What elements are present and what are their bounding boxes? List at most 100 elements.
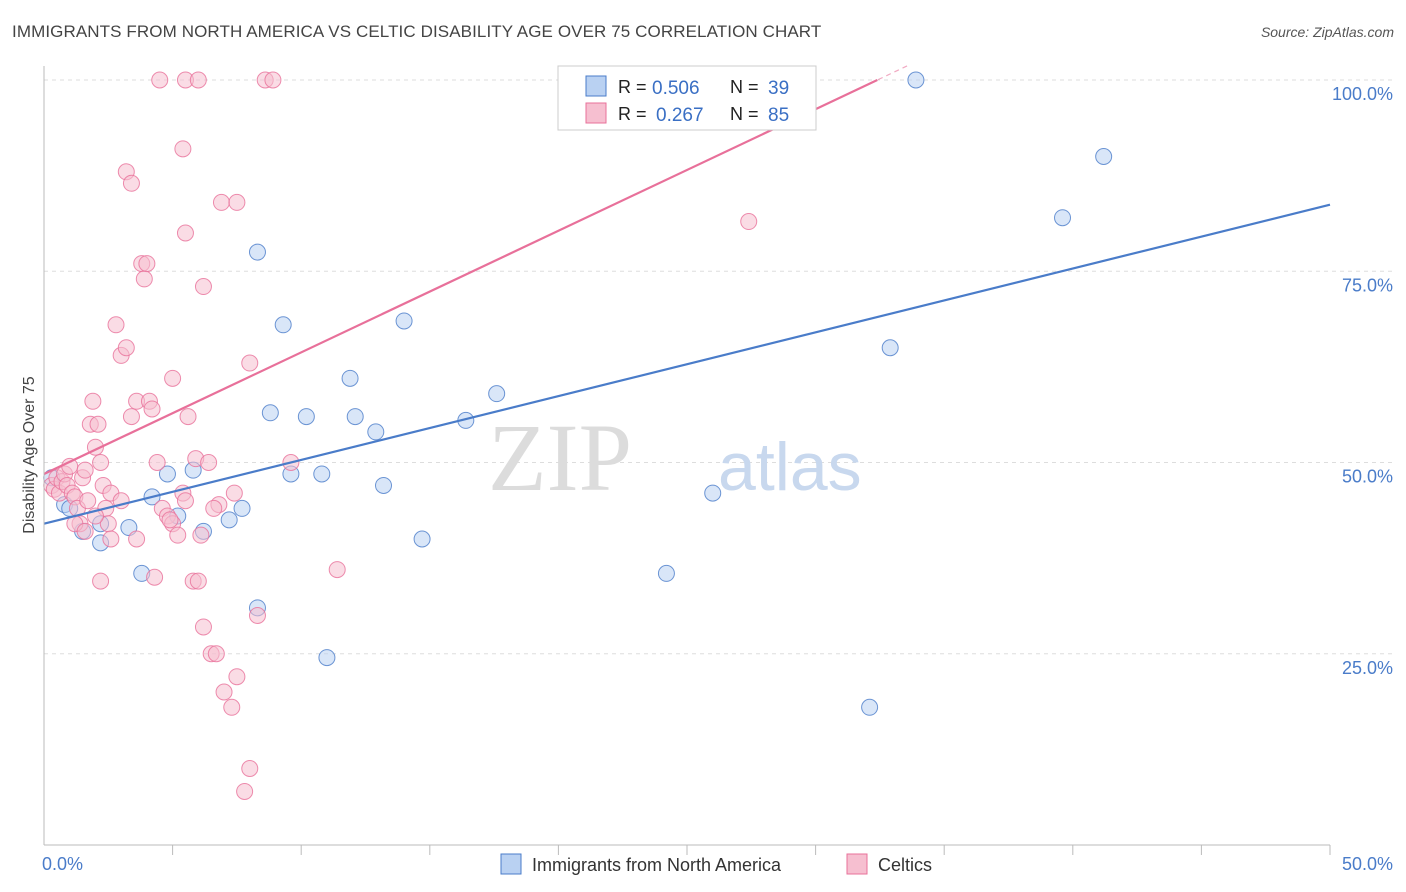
point-immigrants-16 xyxy=(248,243,266,261)
point-celtics-27 xyxy=(122,408,140,426)
point-celtics-13 xyxy=(76,461,94,479)
bottom-legend-label-2: Celtics xyxy=(878,855,932,875)
series-legend: Immigrants from North America Celtics xyxy=(500,853,932,875)
y-tick-label-3: 100.0% xyxy=(1332,84,1393,104)
legend-r-value-2: 0.267 xyxy=(656,105,704,126)
x-tick-label-0: 0.0% xyxy=(42,854,83,874)
bottom-legend-label-1: Immigrants from North America xyxy=(532,855,782,875)
point-celtics-33 xyxy=(143,400,161,418)
point-celtics-43 xyxy=(194,618,212,636)
point-immigrants-36 xyxy=(907,71,925,89)
legend-n-label-1: N = xyxy=(730,77,759,97)
point-celtics-81 xyxy=(161,511,179,529)
legend-swatch-blue xyxy=(585,75,607,97)
point-celtics-61 xyxy=(228,193,246,211)
point-celtics-71 xyxy=(328,561,346,579)
point-celtics-24 xyxy=(107,316,125,334)
point-immigrants-30 xyxy=(488,385,506,403)
point-celtics-34 xyxy=(148,454,166,471)
points-layer xyxy=(43,71,1113,800)
point-immigrants-9 xyxy=(158,465,176,483)
point-celtics-80 xyxy=(146,568,164,586)
point-celtics-79 xyxy=(128,530,146,548)
y-tick-label-0: 25.0% xyxy=(1342,658,1393,678)
point-immigrants-32 xyxy=(657,564,675,582)
legend-swatch-pink xyxy=(585,102,607,124)
point-celtics-23 xyxy=(102,530,120,548)
point-immigrants-21 xyxy=(313,465,331,483)
point-celtics-50 xyxy=(241,760,259,777)
point-celtics-38 xyxy=(169,526,187,544)
point-immigrants-26 xyxy=(375,476,393,494)
y-axis-label: Disability Age Over 75 xyxy=(21,376,38,534)
point-celtics-73 xyxy=(740,213,758,231)
watermark: ZIP atlas xyxy=(488,404,862,511)
point-immigrants-38 xyxy=(1095,148,1113,165)
watermark-atlas: atlas xyxy=(718,429,862,505)
point-immigrants-27 xyxy=(395,312,413,330)
point-immigrants-13 xyxy=(220,511,238,529)
point-immigrants-23 xyxy=(341,369,359,387)
point-celtics-18 xyxy=(89,415,107,433)
trendline-immigrants xyxy=(43,203,1331,525)
y-tick-label-1: 50.0% xyxy=(1342,467,1393,487)
point-celtics-60 xyxy=(212,193,230,211)
point-immigrants-22 xyxy=(318,649,336,667)
point-celtics-51 xyxy=(151,71,169,89)
point-celtics-62 xyxy=(194,278,212,296)
chart-title: IMMIGRANTS FROM NORTH AMERICA VS CELTIC … xyxy=(12,22,822,41)
point-celtics-59 xyxy=(176,224,194,242)
x-tick-label-1: 50.0% xyxy=(1342,854,1393,874)
legend-n-value-1: 39 xyxy=(768,78,789,99)
trend-layer xyxy=(43,64,1331,525)
point-celtics-67 xyxy=(200,454,218,471)
point-celtics-47 xyxy=(223,698,241,716)
point-celtics-57 xyxy=(122,174,140,192)
legend-r-value-1: 0.506 xyxy=(652,78,700,99)
point-celtics-26 xyxy=(117,339,135,357)
point-celtics-45 xyxy=(207,645,225,663)
point-celtics-30 xyxy=(135,270,153,288)
point-immigrants-24 xyxy=(346,408,364,426)
point-celtics-69 xyxy=(225,484,243,502)
point-celtics-83 xyxy=(205,499,223,517)
point-celtics-53 xyxy=(189,71,207,89)
point-celtics-42 xyxy=(189,572,207,590)
bottom-legend-swatch-pink xyxy=(846,853,868,875)
chart-source: Source: ZipAtlas.com xyxy=(1260,24,1394,40)
legend-r-label-1: R = xyxy=(618,77,647,97)
point-immigrants-25 xyxy=(367,423,385,441)
point-immigrants-34 xyxy=(861,698,879,716)
point-immigrants-35 xyxy=(881,339,899,357)
point-immigrants-14 xyxy=(233,499,251,517)
point-celtics-82 xyxy=(192,526,210,544)
point-celtics-75 xyxy=(76,522,94,540)
trendline-celtics xyxy=(43,79,878,475)
legend-n-value-2: 85 xyxy=(768,105,789,126)
point-celtics-49 xyxy=(236,782,254,800)
point-celtics-58 xyxy=(174,140,192,158)
y-tick-label-2: 75.0% xyxy=(1342,275,1393,295)
point-celtics-46 xyxy=(215,683,233,701)
point-celtics-63 xyxy=(241,354,259,372)
point-celtics-16 xyxy=(84,392,102,410)
point-immigrants-20 xyxy=(297,408,315,426)
stats-legend: R = 0.506 N = 39 R = 0.267 N = 85 xyxy=(557,65,817,131)
point-celtics-14 xyxy=(79,492,97,510)
point-celtics-55 xyxy=(264,71,282,89)
legend-r-label-2: R = xyxy=(618,104,647,124)
watermark-zip: ZIP xyxy=(488,404,632,511)
point-celtics-31 xyxy=(138,255,156,273)
point-celtics-72 xyxy=(248,607,266,624)
axis-layer: 25.0% 50.0% 75.0% 100.0% 0.0% 50.0% xyxy=(42,66,1393,874)
point-celtics-48 xyxy=(228,668,246,686)
point-immigrants-18 xyxy=(274,316,292,334)
point-celtics-65 xyxy=(179,408,197,426)
point-immigrants-17 xyxy=(261,404,279,422)
point-celtics-84 xyxy=(92,572,110,590)
bottom-legend-swatch-blue xyxy=(500,853,522,875)
legend-n-label-2: N = xyxy=(730,104,759,124)
point-celtics-40 xyxy=(176,492,194,510)
point-celtics-19 xyxy=(92,454,110,471)
